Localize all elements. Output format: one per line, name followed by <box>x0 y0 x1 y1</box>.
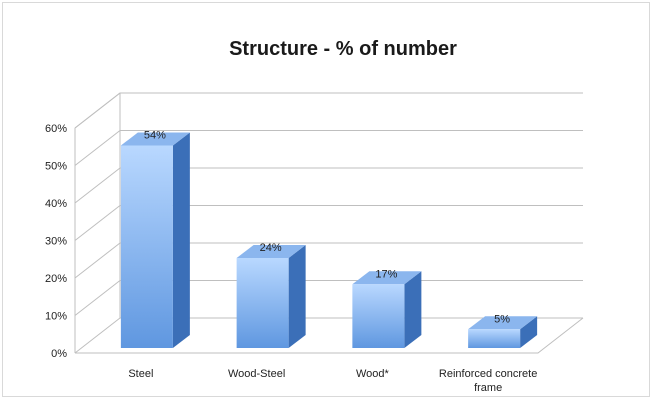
bar-chart: Structure - % of number 0% 10% 20% 30% 40% 50… <box>45 38 584 394</box>
y-tick-label: 10% <box>45 311 67 323</box>
x-tick-label: Steel <box>128 368 153 380</box>
gridline <box>74 92 583 129</box>
gridline <box>74 167 583 204</box>
data-label: 5% <box>494 313 510 325</box>
bar <box>468 316 538 348</box>
bar-top <box>468 316 538 330</box>
bar-side <box>288 245 306 348</box>
bar <box>236 245 306 348</box>
data-labels: 54% 24% 17% 5% <box>144 130 510 326</box>
y-tick-label: 40% <box>45 198 67 210</box>
y-tick-label: 50% <box>45 161 67 173</box>
y-tick-label: 60% <box>45 123 67 135</box>
bar-top <box>236 245 306 258</box>
bar-top <box>352 271 422 285</box>
y-tick-label: 20% <box>45 273 67 285</box>
data-label: 24% <box>260 242 282 254</box>
bar-front <box>468 329 521 348</box>
bar-front <box>120 145 173 348</box>
y-tick-label: 30% <box>45 236 67 248</box>
x-tick-label: Wood* <box>356 368 390 380</box>
bar <box>352 271 422 348</box>
y-tick-label: 0% <box>51 348 67 360</box>
chart-title: Structure - % of number <box>229 38 457 60</box>
gridline <box>74 242 583 279</box>
bar-front <box>236 258 289 348</box>
bars <box>120 132 538 348</box>
bar-top <box>120 132 190 146</box>
data-label: 54% <box>144 130 166 142</box>
gridlines <box>74 92 584 354</box>
bar-side <box>404 271 422 348</box>
x-tick-label: Wood-Steel <box>228 368 285 380</box>
x-tick-label: Reinforced concrete frame <box>439 368 537 394</box>
bar-side <box>172 132 190 348</box>
bar <box>120 132 190 348</box>
bar-side <box>520 316 538 348</box>
gridline <box>74 205 583 241</box>
bar-front <box>352 284 405 348</box>
data-label: 17% <box>375 268 397 280</box>
gridline <box>74 317 583 354</box>
gridline <box>74 130 583 166</box>
chart-frame: Structure - % of number 0% 10% 20% 30% 40% 50… <box>2 2 650 397</box>
floor-edge <box>75 317 584 354</box>
gridline <box>74 280 583 316</box>
category-labels: Steel Wood-Steel Wood* Reinforced concrete f… <box>128 368 537 394</box>
y-axis-ticks: 0% 10% 20% 30% 40% 50% 60% <box>45 123 67 360</box>
